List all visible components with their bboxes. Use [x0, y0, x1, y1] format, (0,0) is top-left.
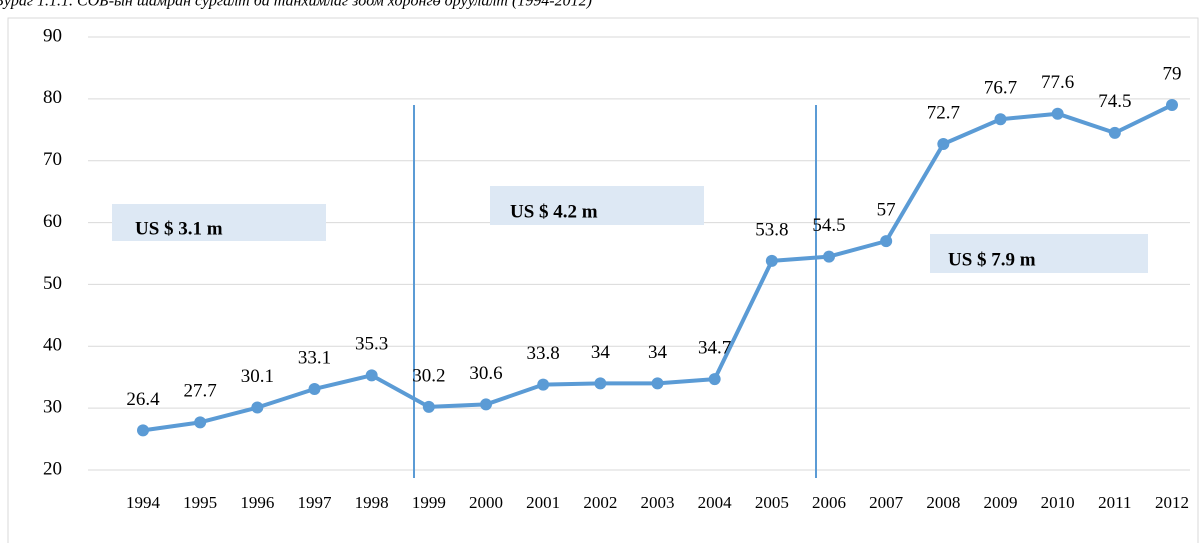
- data-label: 33.1: [298, 347, 331, 368]
- data-label: 33.8: [527, 343, 560, 364]
- y-tick-label: 70: [43, 149, 62, 170]
- annotation-box: [930, 234, 1148, 273]
- annotation-box: [112, 204, 326, 241]
- y-tick-label: 20: [43, 458, 62, 479]
- y-tick-label: 30: [43, 397, 62, 418]
- y-tick-label: 90: [43, 25, 62, 46]
- data-label: 27.7: [184, 381, 217, 402]
- x-tick-label: 2005: [755, 493, 789, 512]
- y-tick-label: 50: [43, 273, 62, 294]
- point: [823, 250, 835, 263]
- point: [1051, 107, 1064, 120]
- point: [365, 369, 378, 382]
- x-tick-label: 2002: [583, 493, 617, 512]
- y-tick-label: 80: [43, 87, 62, 108]
- chart-title: Зураг 1.1.1. СОБ-ын шамран сургалт ба та…: [0, 0, 592, 10]
- point: [880, 235, 893, 248]
- annotation-box: [490, 186, 704, 225]
- data-label: 34: [591, 342, 611, 363]
- x-tick-label: 1997: [298, 493, 333, 512]
- x-tick-label: 1996: [240, 493, 274, 512]
- x-tick-label: 1998: [355, 493, 389, 512]
- x-tick-label: 2007: [869, 493, 904, 512]
- x-tick-label: 2003: [641, 493, 675, 512]
- data-label: 77.6: [1041, 72, 1074, 93]
- data-label: 54.5: [812, 215, 845, 236]
- point: [422, 400, 435, 413]
- point: [1108, 126, 1121, 139]
- point: [937, 138, 950, 151]
- x-tick-label: 2006: [812, 493, 846, 512]
- x-tick-label: 2012: [1155, 493, 1189, 512]
- data-label: 26.4: [126, 389, 160, 410]
- x-tick-label: 2008: [926, 493, 960, 512]
- data-label: 34.7: [698, 337, 731, 358]
- x-tick-label: 2000: [469, 493, 503, 512]
- y-tick-label: 60: [43, 211, 62, 232]
- x-tick-label: 2010: [1041, 493, 1075, 512]
- point: [480, 398, 492, 411]
- annotation: US $ 7.9 m: [948, 249, 1036, 270]
- point: [765, 254, 778, 267]
- point: [708, 373, 721, 386]
- point: [594, 377, 607, 390]
- data-label: 72.7: [927, 102, 960, 123]
- point: [537, 378, 550, 391]
- data-label: 79: [1163, 63, 1182, 84]
- point: [308, 382, 321, 395]
- data-label: 30.1: [241, 366, 274, 387]
- x-tick-label: 1999: [412, 493, 446, 512]
- x-tick-label: 2011: [1098, 493, 1131, 512]
- y-tick-label: 40: [43, 335, 62, 356]
- data-label: 53.8: [755, 219, 788, 240]
- data-label: 30.6: [469, 363, 502, 384]
- point: [1166, 99, 1178, 112]
- data-label: 76.7: [984, 78, 1017, 99]
- data-label: 30.2: [412, 365, 445, 386]
- point: [651, 377, 664, 390]
- data-label: 34: [648, 342, 668, 363]
- data-label: 74.5: [1098, 91, 1131, 112]
- point: [251, 401, 264, 414]
- annotation: US $ 3.1 m: [135, 218, 223, 239]
- point: [994, 113, 1007, 126]
- x-tick-label: 1994: [126, 493, 161, 512]
- point: [194, 416, 207, 429]
- chart-border: [7, 17, 1199, 543]
- x-tick-label: 1995: [183, 493, 217, 512]
- x-tick-label: 2001: [526, 493, 560, 512]
- data-label: 35.3: [355, 334, 388, 355]
- x-tick-label: 2009: [984, 493, 1018, 512]
- data-label: 57: [877, 199, 896, 220]
- point: [137, 424, 149, 437]
- annotation: US $ 4.2 m: [510, 201, 598, 222]
- x-tick-label: 2004: [698, 493, 733, 512]
